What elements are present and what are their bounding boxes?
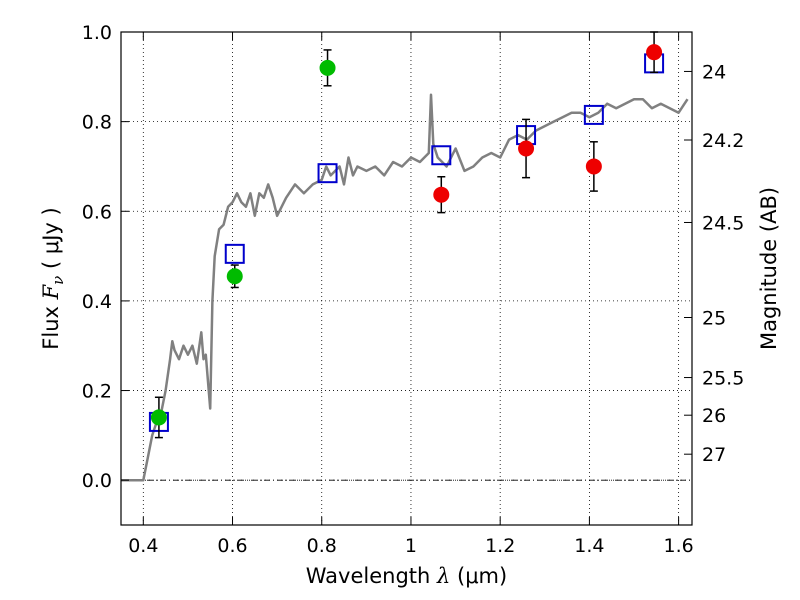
right-tick-label: 25: [702, 307, 726, 329]
axes: 0.4 0.6 0.8 1 1.2 1.4 1.6 0.0 0.2 0.4 0.6 0.8 1.0 24 2…: [82, 22, 745, 557]
y-tick-label: 0.0: [82, 470, 112, 492]
y-axis-title: Flux Fν ( μJy ): [39, 207, 67, 349]
model-point: [224, 243, 245, 264]
observed-point-green: [226, 268, 243, 285]
x-tick-label: 0.4: [128, 535, 158, 557]
x-tick-label: 1.4: [574, 535, 604, 557]
template-spectrum-line: [121, 93, 689, 482]
right-axis-title: Magnitude (AB): [757, 187, 781, 350]
right-tick-label: 27: [702, 444, 726, 466]
x-tick-label: 0.6: [217, 535, 247, 557]
x-tick-label: 1: [405, 535, 417, 557]
x-axis-title: Wavelength λ (μm): [306, 564, 507, 588]
x-tick-label: 1.6: [664, 535, 694, 557]
observed-point-red: [646, 44, 663, 61]
observed-point-green: [319, 59, 336, 76]
y-tick-label: 0.4: [82, 291, 112, 313]
observed-points-layer: [150, 31, 663, 439]
observed-point-green: [150, 409, 167, 426]
right-tick-label: 24: [702, 61, 726, 83]
right-tick-label: 25.5: [702, 368, 744, 390]
y-tick-label: 0.6: [82, 201, 112, 223]
model-point: [431, 145, 452, 166]
template-spectrum-layer: [121, 93, 689, 482]
x-tick-label: 0.8: [307, 535, 337, 557]
model-points-layer: [148, 53, 665, 432]
y-tick-label: 0.8: [82, 112, 112, 134]
y-tick-label: 1.0: [82, 22, 112, 44]
right-tick-label: 24.5: [702, 212, 744, 234]
model-point: [583, 104, 604, 125]
observed-point-red: [518, 140, 535, 157]
y-tick-label: 0.2: [82, 381, 112, 403]
model-point: [317, 163, 338, 184]
right-tick-label: 24.2: [702, 130, 744, 152]
right-tick-label: 26: [702, 405, 726, 427]
observed-point-red: [433, 186, 450, 203]
observed-point-red: [585, 158, 602, 175]
plot-frame: [120, 31, 693, 526]
x-tick-label: 1.2: [485, 535, 515, 557]
